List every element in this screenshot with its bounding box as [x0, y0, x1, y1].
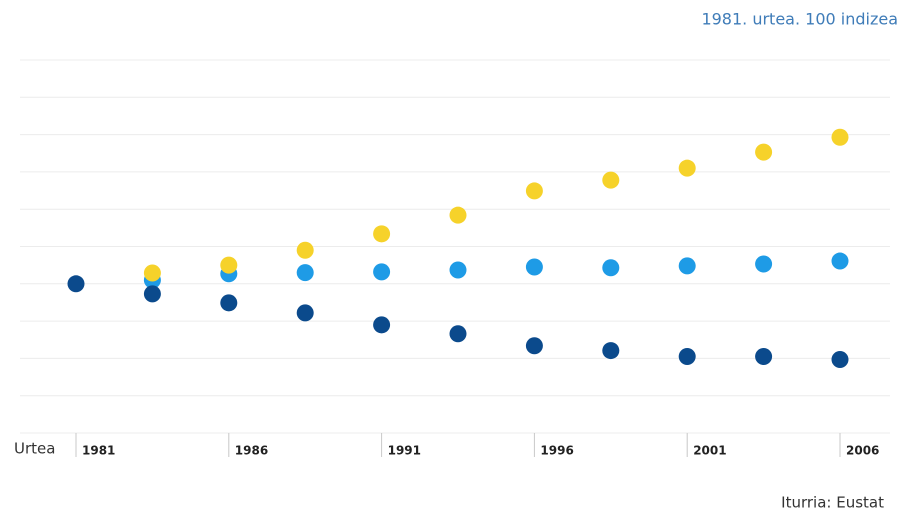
dot — [602, 259, 620, 277]
dot — [678, 348, 696, 366]
dot — [143, 285, 161, 303]
dot — [449, 261, 467, 279]
dot — [755, 255, 773, 273]
source: Iturria: Eustat — [781, 494, 884, 511]
dot — [831, 351, 849, 369]
dot — [143, 264, 161, 282]
dot — [755, 143, 773, 161]
dot — [831, 252, 849, 270]
dot — [296, 241, 314, 259]
dot — [678, 159, 696, 177]
dot — [602, 171, 620, 189]
x-tick-label: 2001 — [693, 444, 726, 458]
x-tick-label: 1986 — [235, 444, 268, 458]
dot — [525, 337, 543, 355]
dot — [678, 257, 696, 275]
x-tick-label: 1981 — [82, 444, 115, 458]
dot — [296, 264, 314, 282]
dot — [220, 294, 238, 312]
x-axis-label: Urtea — [14, 440, 55, 458]
dot — [525, 182, 543, 200]
x-tick-label: 2006 — [846, 444, 879, 458]
dot — [296, 304, 314, 322]
x-tick-label: 1991 — [388, 444, 421, 458]
dot — [373, 263, 391, 281]
dot — [220, 256, 238, 274]
x-tick-label: 1996 — [540, 444, 573, 458]
dot — [373, 225, 391, 243]
dot — [525, 258, 543, 276]
dot — [831, 128, 849, 146]
dot — [755, 348, 773, 366]
dot — [67, 275, 85, 293]
chart-subtitle: 1981. urtea. 100 indizea — [701, 10, 898, 29]
dot — [373, 316, 391, 334]
dot — [602, 342, 620, 360]
dot — [449, 325, 467, 343]
dot — [449, 206, 467, 224]
